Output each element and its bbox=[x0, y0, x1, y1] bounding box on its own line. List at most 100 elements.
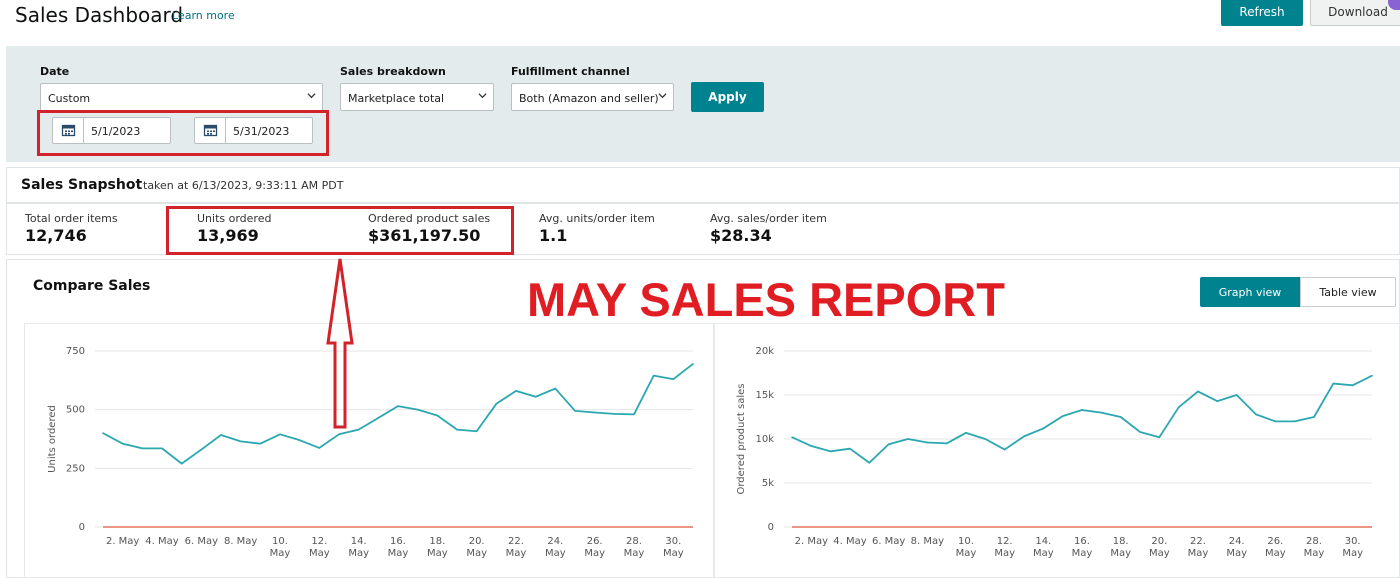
arrow-up-icon bbox=[326, 258, 354, 429]
apply-button[interactable]: Apply bbox=[691, 82, 764, 112]
metric-label: Ordered product sales bbox=[368, 212, 491, 225]
date-range-highlight-box bbox=[37, 110, 329, 156]
data-point bbox=[377, 417, 380, 419]
data-point bbox=[180, 462, 183, 465]
y-tick-label: 15k bbox=[755, 390, 774, 401]
may-sales-report-annotation: MAY SALES REPORT bbox=[527, 273, 1005, 326]
x-tick-label: 20. May bbox=[1149, 536, 1170, 559]
breakdown-select[interactable]: Marketplace total bbox=[340, 83, 494, 111]
x-tick-label: 16. May bbox=[388, 536, 409, 559]
filter-panel: Date Custom 5/1/2023 5/31/2023 Sales bre… bbox=[6, 46, 1400, 162]
metric-label: Units ordered bbox=[197, 212, 272, 225]
date-select[interactable]: Custom bbox=[40, 83, 323, 111]
metrics-highlight-box bbox=[166, 206, 514, 255]
data-point bbox=[141, 447, 144, 450]
data-point bbox=[239, 440, 242, 443]
data-point bbox=[692, 363, 694, 365]
x-tick-label: 24. May bbox=[1226, 536, 1247, 559]
snapshot-title: Sales Snapshot bbox=[21, 177, 143, 193]
y-tick-label: 5k bbox=[762, 478, 774, 489]
end-date-input[interactable]: 5/31/2023 bbox=[194, 117, 313, 144]
y-axis-label: Units ordered bbox=[47, 405, 58, 473]
data-point bbox=[1235, 394, 1238, 396]
x-tick-label: 16. May bbox=[1072, 536, 1093, 559]
snapshot-timestamp: taken at 6/13/2023, 9:33:11 AM PDT bbox=[143, 179, 344, 192]
data-point bbox=[965, 432, 967, 434]
data-point bbox=[593, 411, 596, 414]
y-tick-label: 20k bbox=[755, 346, 774, 357]
breakdown-select-value: Marketplace total bbox=[348, 92, 445, 105]
x-tick-label: 28. May bbox=[1304, 536, 1325, 559]
corner-badge bbox=[1388, 0, 1400, 10]
page-header: Sales Dashboard Learn more Refresh Downl… bbox=[0, 0, 1400, 42]
data-point bbox=[161, 447, 163, 450]
refresh-button[interactable]: Refresh bbox=[1221, 0, 1303, 26]
data-point bbox=[829, 450, 832, 453]
data-point bbox=[456, 428, 458, 431]
data-point bbox=[121, 442, 124, 445]
data-point bbox=[633, 413, 635, 416]
compare-sales-title: Compare Sales bbox=[33, 278, 151, 294]
data-point bbox=[1293, 420, 1296, 423]
units-chart-panel: 0 250 500 750 Units ordered 2. May 4. May 6. Ma… bbox=[24, 323, 714, 578]
learn-more-link[interactable]: Learn more bbox=[172, 9, 235, 22]
x-tick-label: 10. May bbox=[270, 536, 291, 559]
y-tick-label: 250 bbox=[66, 463, 85, 474]
data-point bbox=[1313, 416, 1315, 418]
chevron-down-icon bbox=[658, 93, 667, 99]
metric-value: $361,197.50 bbox=[368, 226, 481, 245]
data-point bbox=[1197, 390, 1199, 393]
x-tick-label: 6. May bbox=[185, 536, 218, 547]
data-point bbox=[397, 405, 399, 407]
data-point bbox=[1274, 420, 1277, 423]
graph-view-toggle[interactable]: Graph view bbox=[1200, 277, 1300, 307]
page-title: Sales Dashboard bbox=[15, 3, 184, 27]
units-ordered-chart: 0 250 500 750 Units ordered 2. May 4. May 6. Ma… bbox=[47, 346, 694, 559]
start-date-input[interactable]: 5/1/2023 bbox=[52, 117, 171, 144]
fulfillment-select[interactable]: Both (Amazon and seller) bbox=[511, 83, 674, 111]
metric-value: 13,969 bbox=[197, 226, 259, 245]
ordered-sales-chart: 0 5k 10k 15k 20k Ordered product sales 2. May 4… bbox=[736, 346, 1373, 559]
data-point bbox=[574, 410, 576, 412]
x-tick-label: 30. May bbox=[1342, 536, 1363, 559]
data-point bbox=[475, 430, 478, 433]
data-point bbox=[652, 374, 655, 377]
data-point bbox=[416, 408, 419, 411]
sales-snapshot-header: Sales Snapshot taken at 6/13/2023, 9:33:… bbox=[6, 167, 1400, 203]
metric-value: 12,746 bbox=[25, 226, 87, 245]
data-point bbox=[279, 433, 281, 436]
table-view-toggle[interactable]: Table view bbox=[1300, 277, 1396, 307]
x-tick-label: 14. May bbox=[1033, 536, 1054, 559]
download-button[interactable]: Download bbox=[1310, 0, 1400, 26]
x-tick-label: 26. May bbox=[584, 536, 605, 559]
x-tick-label: 28. May bbox=[624, 536, 645, 559]
data-point bbox=[534, 395, 537, 398]
x-tick-label: 4. May bbox=[145, 536, 178, 547]
calendar-icon[interactable] bbox=[195, 118, 226, 143]
series-line bbox=[791, 374, 1373, 464]
data-point bbox=[1371, 374, 1373, 377]
data-point bbox=[810, 445, 813, 447]
data-point bbox=[338, 433, 340, 436]
x-tick-label: 4. May bbox=[833, 536, 866, 547]
data-point bbox=[318, 447, 321, 449]
data-point bbox=[259, 442, 262, 445]
date-select-value: Custom bbox=[48, 92, 91, 105]
calendar-icon[interactable] bbox=[53, 118, 84, 143]
x-tick-label: 12. May bbox=[994, 536, 1015, 559]
series-line bbox=[102, 363, 694, 465]
data-point bbox=[984, 438, 987, 440]
data-point bbox=[1332, 382, 1335, 385]
data-point bbox=[672, 378, 675, 380]
data-point bbox=[1158, 436, 1161, 439]
y-tick-label: 750 bbox=[66, 346, 85, 357]
metric-value: $28.34 bbox=[710, 226, 772, 245]
data-point bbox=[1042, 427, 1045, 430]
y-tick-label: 0 bbox=[768, 522, 774, 533]
data-point bbox=[1255, 413, 1257, 416]
x-tick-label: 2. May bbox=[795, 536, 828, 547]
x-tick-label: 10. May bbox=[956, 536, 977, 559]
data-point bbox=[554, 387, 557, 390]
data-point bbox=[1061, 415, 1064, 417]
data-point bbox=[868, 461, 871, 464]
